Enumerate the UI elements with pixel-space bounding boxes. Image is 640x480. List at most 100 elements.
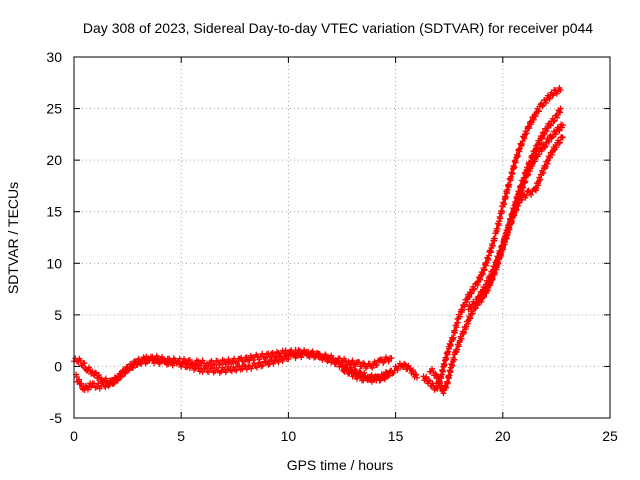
data-point [183, 364, 190, 371]
x-tick-label: 0 [70, 428, 78, 444]
data-point [468, 305, 475, 312]
data-point [113, 376, 120, 383]
data-point [410, 367, 417, 374]
y-axis-label: SDTVAR / TECUs [5, 182, 21, 294]
data-point [469, 310, 476, 317]
data-point [117, 373, 124, 380]
data-point [193, 357, 200, 364]
data-point [102, 384, 109, 391]
series-sat-track-d [420, 84, 564, 393]
data-point [463, 323, 470, 330]
data-point [556, 127, 563, 134]
data-point [385, 358, 392, 365]
x-tick-label: 20 [495, 428, 511, 444]
data-point [96, 385, 103, 392]
data-point [233, 367, 240, 374]
y-tick-label: 20 [46, 152, 62, 168]
data-point [371, 358, 378, 365]
data-point [457, 313, 464, 320]
data-point [470, 286, 477, 293]
data-point [523, 192, 530, 199]
x-tick-label: 10 [281, 428, 297, 444]
data-point [513, 206, 520, 213]
data-point [132, 358, 139, 365]
data-point [525, 171, 532, 178]
data-point [479, 291, 486, 298]
data-point [451, 356, 458, 363]
data-point [497, 249, 504, 256]
data-point [369, 378, 376, 385]
y-tick-label: -5 [50, 410, 63, 426]
data-point [485, 279, 492, 286]
data-point [502, 194, 509, 201]
axis-ticks [73, 56, 611, 419]
data-point [532, 113, 539, 120]
data-point [267, 356, 274, 363]
data-point [559, 134, 566, 141]
data-point [381, 376, 388, 383]
y-tick-label: 10 [46, 255, 62, 271]
data-point [342, 357, 349, 364]
data-point [519, 196, 526, 203]
y-tick-label: 0 [54, 358, 62, 374]
data-point [386, 372, 393, 379]
data-point [188, 361, 195, 368]
data-point [374, 361, 381, 368]
data-point [269, 349, 276, 356]
data-point [369, 364, 376, 371]
data-point [306, 353, 313, 360]
data-point [114, 377, 121, 384]
data-point [185, 360, 192, 367]
data-point [343, 366, 350, 373]
data-point [282, 352, 289, 359]
data-point [193, 362, 200, 369]
data-point [202, 364, 209, 371]
data-point [156, 360, 163, 367]
data-point [76, 376, 83, 383]
data-point [345, 370, 352, 377]
data-point [266, 354, 273, 361]
data-point [282, 347, 289, 354]
data-point [541, 144, 548, 151]
data-point [105, 382, 112, 389]
data-point [342, 365, 349, 372]
data-point [535, 108, 542, 115]
data-point [388, 355, 395, 362]
data-point [442, 383, 449, 390]
data-point [511, 163, 518, 170]
x-tick-label: 25 [602, 428, 618, 444]
data-point [328, 359, 335, 366]
data-point [452, 327, 459, 334]
data-point [446, 372, 453, 379]
data-point [285, 355, 292, 362]
data-point [253, 364, 260, 371]
data-point [542, 143, 549, 150]
data-point [543, 128, 550, 135]
data-point [552, 131, 559, 138]
data-point [536, 151, 543, 158]
data-point [481, 286, 488, 293]
data-point [275, 350, 282, 357]
data-point [199, 369, 206, 376]
data-point [175, 358, 182, 365]
data-point [537, 176, 544, 183]
data-point [218, 368, 225, 375]
data-point [494, 225, 501, 232]
data-point [545, 138, 552, 145]
data-point [351, 369, 358, 376]
data-point [293, 353, 300, 360]
data-point [461, 329, 468, 336]
data-point [153, 355, 160, 362]
data-point [92, 369, 99, 376]
data-point [502, 236, 509, 243]
data-point [549, 151, 556, 158]
data-point [256, 359, 263, 366]
data-point [556, 140, 563, 147]
data-point [366, 374, 373, 381]
data-point [376, 374, 383, 381]
data-point [81, 360, 88, 367]
data-point [557, 105, 564, 112]
data-point [98, 376, 105, 383]
data-point [443, 384, 450, 391]
data-point [414, 374, 421, 381]
